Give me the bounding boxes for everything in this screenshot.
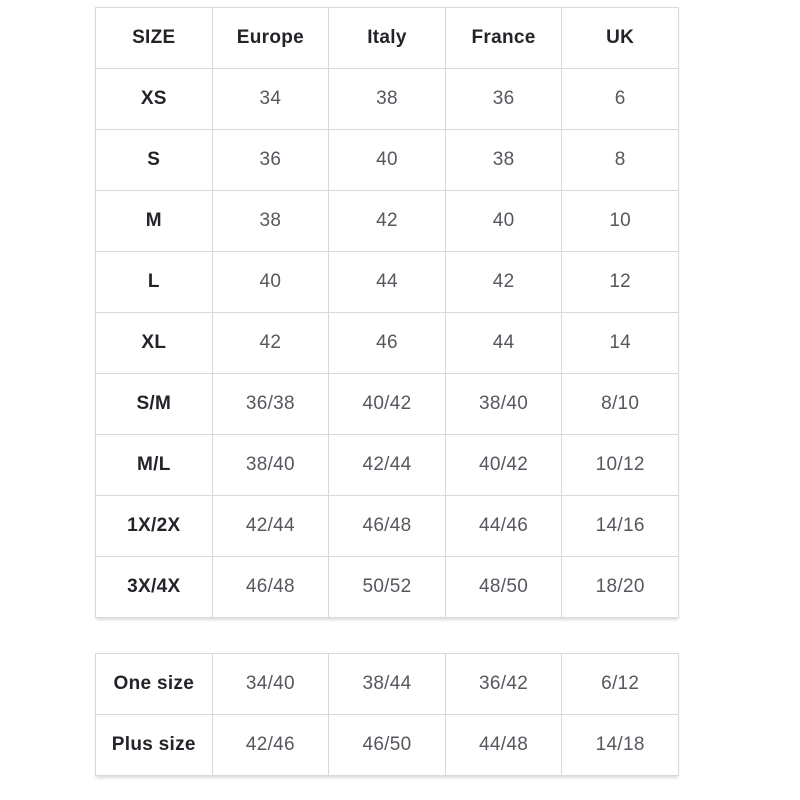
row-label: M/L (95, 434, 213, 496)
row-label: S (95, 129, 213, 191)
table-row: S/M 36/38 40/42 38/40 8/10 (95, 373, 679, 435)
column-header: France (444, 7, 563, 69)
table-cell: 12 (561, 251, 679, 313)
table-cell: 50/52 (328, 556, 446, 618)
table-cell: 6/12 (561, 653, 679, 715)
table-cell: 40 (211, 251, 330, 313)
column-header: Europe (211, 7, 330, 69)
table-row: L 40 44 42 12 (95, 251, 679, 313)
table-cell: 40/42 (328, 373, 446, 435)
table-cell: 46/50 (328, 714, 446, 776)
table-row: 3X/4X 46/48 50/52 48/50 18/20 (95, 556, 679, 618)
table-row: XL 42 46 44 14 (95, 312, 679, 374)
table-cell: 36 (211, 129, 330, 191)
table-cell: 44 (444, 312, 563, 374)
table-row: Plus size 42/46 46/50 44/48 14/18 (95, 714, 679, 776)
table-row: One size 34/40 38/44 36/42 6/12 (95, 653, 679, 715)
table-cell: 40 (328, 129, 446, 191)
table-cell: 38/44 (328, 653, 446, 715)
table-cell: 40/42 (444, 434, 563, 496)
table-cell: 42 (211, 312, 330, 374)
table-cell: 46/48 (328, 495, 446, 557)
table-cell: 46 (328, 312, 446, 374)
table-cell: 8/10 (561, 373, 679, 435)
table-cell: 14/16 (561, 495, 679, 557)
table-cell: 42 (444, 251, 563, 313)
size-conversion-table-body: XS 34 38 36 6 S 36 40 38 8 M 38 42 40 10 L 40 44 42 12 XL 42 4… (95, 68, 679, 618)
table-cell: 42/44 (328, 434, 446, 496)
row-label: One size (95, 653, 213, 715)
row-label: XL (95, 312, 213, 374)
table-cell: 38 (444, 129, 563, 191)
table-row: S 36 40 38 8 (95, 129, 679, 191)
row-label: 3X/4X (95, 556, 213, 618)
table-cell: 38/40 (211, 434, 330, 496)
table-cell: 38/40 (444, 373, 563, 435)
header-row: SIZE Europe Italy France UK (95, 7, 679, 69)
table-cell: 14/18 (561, 714, 679, 776)
special-size-conversion-table: One size 34/40 38/44 36/42 6/12 Plus size 42/4… (95, 653, 679, 776)
table-cell: 44/48 (444, 714, 563, 776)
table-cell: 38 (211, 190, 330, 252)
table-row: 1X/2X 42/44 46/48 44/46 14/16 (95, 495, 679, 557)
size-guide-page: SIZE Europe Italy France UK XS 34 38 36 6 S 36 40 38… (95, 7, 679, 776)
table-cell: 8 (561, 129, 679, 191)
table-row: M/L 38/40 42/44 40/42 10/12 (95, 434, 679, 496)
table-cell: 40 (444, 190, 563, 252)
special-size-table-body: One size 34/40 38/44 36/42 6/12 Plus size 42/4… (95, 653, 679, 776)
row-label: L (95, 251, 213, 313)
table-cell: 42/44 (211, 495, 330, 557)
table-cell: 34 (211, 68, 330, 130)
table-cell: 10 (561, 190, 679, 252)
column-header: UK (561, 7, 679, 69)
column-header: Italy (328, 7, 446, 69)
table-cell: 44 (328, 251, 446, 313)
table-cell: 36 (444, 68, 563, 130)
table-cell: 36/42 (444, 653, 563, 715)
table-cell: 42 (328, 190, 446, 252)
row-label: M (95, 190, 213, 252)
table-cell: 38 (328, 68, 446, 130)
row-label: 1X/2X (95, 495, 213, 557)
table-cell: 42/46 (211, 714, 330, 776)
table-row: XS 34 38 36 6 (95, 68, 679, 130)
row-label: S/M (95, 373, 213, 435)
size-conversion-table-head: SIZE Europe Italy France UK (95, 7, 679, 69)
table-cell: 36/38 (211, 373, 330, 435)
row-label: Plus size (95, 714, 213, 776)
table-row: M 38 42 40 10 (95, 190, 679, 252)
table-cell: 44/46 (444, 495, 563, 557)
row-label: XS (95, 68, 213, 130)
table-cell: 6 (561, 68, 679, 130)
table-cell: 48/50 (444, 556, 563, 618)
table-cell: 46/48 (211, 556, 330, 618)
table-cell: 10/12 (561, 434, 679, 496)
size-conversion-table: SIZE Europe Italy France UK XS 34 38 36 6 S 36 40 38… (95, 7, 679, 618)
table-cell: 34/40 (211, 653, 330, 715)
table-cell: 18/20 (561, 556, 679, 618)
column-header: SIZE (95, 7, 213, 69)
table-cell: 14 (561, 312, 679, 374)
